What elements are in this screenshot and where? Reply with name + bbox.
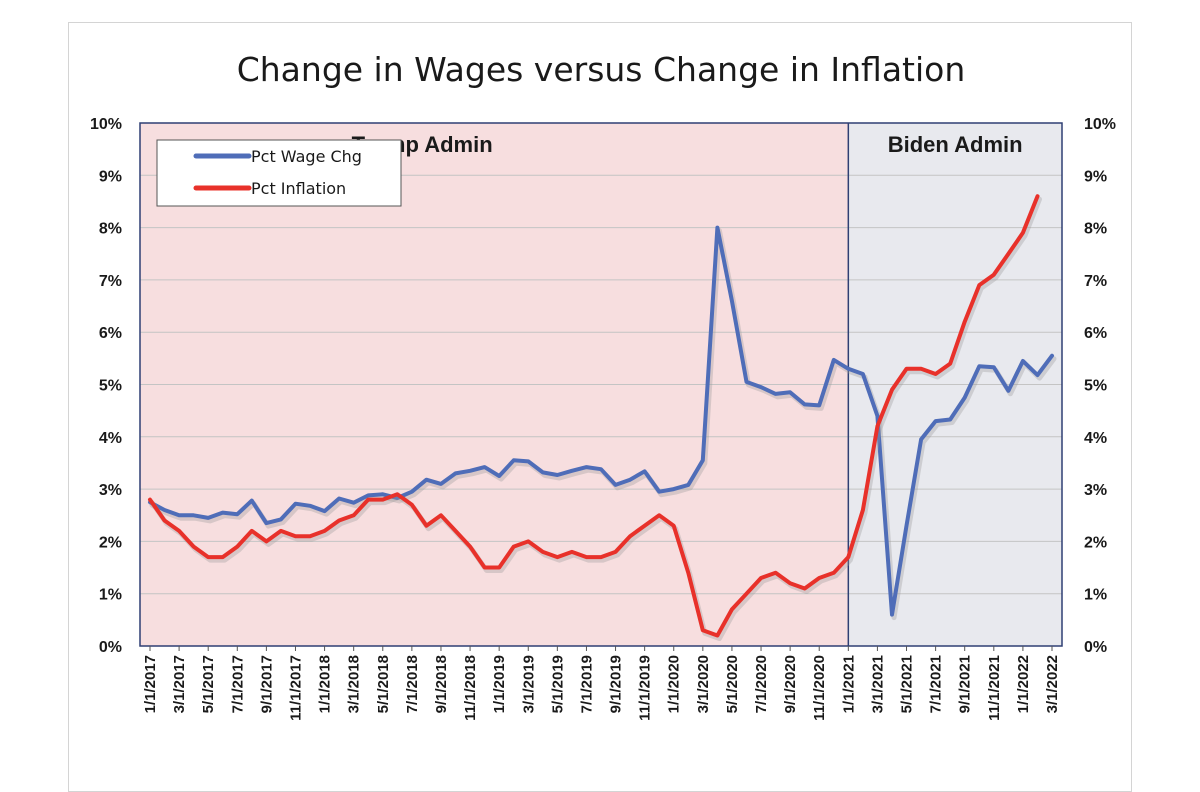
x-tick-label: 9/1/2020 — [782, 655, 799, 713]
y-tick-label-left: 4% — [99, 430, 122, 447]
series-inflation-line-shadow — [149, 196, 1042, 641]
x-tick-label: 9/1/2021 — [957, 655, 974, 713]
y-tick-label-left: 0% — [99, 639, 122, 656]
y-tick-label-right: 3% — [1084, 482, 1107, 499]
x-tick-label: 11/1/2021 — [986, 655, 1003, 721]
x-tick-label: 3/1/2019 — [520, 655, 537, 713]
y-tick-label-left: 8% — [99, 221, 122, 238]
x-tick-label: 5/1/2019 — [549, 655, 566, 713]
x-tick-label: 1/1/2019 — [491, 655, 508, 713]
y-tick-label-left: 1% — [99, 587, 122, 604]
y-tick-label-right: 0% — [1084, 639, 1107, 656]
x-tick-label: 11/1/2020 — [811, 655, 828, 721]
x-tick-label: 7/1/2018 — [404, 655, 421, 713]
x-tick-label: 11/1/2017 — [287, 655, 304, 721]
y-tick-label-right: 4% — [1084, 430, 1107, 447]
series-lines — [148, 194, 1057, 641]
series-inflation-line — [148, 194, 1040, 638]
y-tick-label-right: 5% — [1084, 378, 1107, 395]
x-tick-label: 3/1/2022 — [1044, 655, 1061, 713]
y-tick-label-right: 7% — [1084, 273, 1107, 290]
x-tick-label: 1/1/2018 — [317, 655, 334, 713]
x-tick-label: 7/1/2021 — [928, 655, 945, 713]
legend-label-inflation: Pct Inflation — [251, 179, 346, 198]
x-tick-label: 5/1/2020 — [724, 655, 741, 713]
y-tick-label-left: 9% — [99, 168, 122, 185]
series-wage-line — [148, 225, 1054, 617]
x-tick-label: 7/1/2017 — [229, 655, 246, 713]
chart-frame: Change in Wages versus Change in Inflati… — [68, 22, 1132, 792]
chart-title: Change in Wages versus Change in Inflati… — [237, 50, 966, 89]
x-tick-label: 1/1/2020 — [666, 655, 683, 713]
x-tick-label: 7/1/2020 — [753, 655, 770, 713]
y-tick-label-right: 10% — [1084, 116, 1116, 133]
chart-legend: Pct Wage Chg Pct Inflation — [156, 139, 402, 207]
y-tick-label-left: 6% — [99, 325, 122, 342]
y-tick-label-right: 9% — [1084, 168, 1107, 185]
axes: 0% 0% 1% 1% 2% 2% 3% 3% 4% 4% 5% 5% 6% 6% 7% 7% 8% 8% 9% 9%… — [90, 116, 1116, 721]
x-tick-label: 1/1/2017 — [142, 655, 159, 713]
x-tick-label: 9/1/2017 — [258, 655, 275, 713]
x-tick-label: 9/1/2019 — [608, 655, 625, 713]
plot-border — [139, 122, 1063, 647]
legend-label-wage: Pct Wage Chg — [251, 147, 362, 166]
x-tick-label: 5/1/2018 — [375, 655, 392, 713]
x-tick-label: 3/1/2018 — [346, 655, 363, 713]
y-tick-label-right: 8% — [1084, 221, 1107, 238]
y-tick-label-right: 1% — [1084, 587, 1107, 604]
y-tick-label-left: 10% — [90, 116, 122, 133]
y-tick-label-left: 2% — [99, 534, 122, 551]
chart-svg: Change in Wages versus Change in Inflati… — [90, 50, 1116, 721]
x-tick-label: 3/1/2020 — [695, 655, 712, 713]
x-tick-label: 11/1/2019 — [637, 655, 654, 721]
x-tick-label: 3/1/2017 — [171, 655, 188, 713]
region-label-biden: Biden Admin — [888, 132, 1023, 157]
x-tick-label: 1/1/2022 — [1015, 655, 1032, 713]
legend-box — [156, 139, 402, 207]
x-tick-label: 7/1/2019 — [578, 655, 595, 713]
y-tick-label-right: 6% — [1084, 325, 1107, 342]
x-tick-label: 5/1/2017 — [200, 655, 217, 713]
x-tick-label: 11/1/2018 — [462, 655, 479, 721]
x-tick-label: 1/1/2021 — [840, 655, 857, 713]
x-tick-label: 9/1/2018 — [433, 655, 450, 713]
x-tick-label: 5/1/2021 — [899, 655, 916, 713]
y-tick-label-right: 2% — [1084, 534, 1107, 551]
y-tick-label-left: 7% — [99, 273, 122, 290]
x-tick-label: 3/1/2021 — [869, 655, 886, 713]
y-tick-label-left: 3% — [99, 482, 122, 499]
gridlines — [139, 122, 1063, 647]
y-tick-label-left: 5% — [99, 378, 122, 395]
